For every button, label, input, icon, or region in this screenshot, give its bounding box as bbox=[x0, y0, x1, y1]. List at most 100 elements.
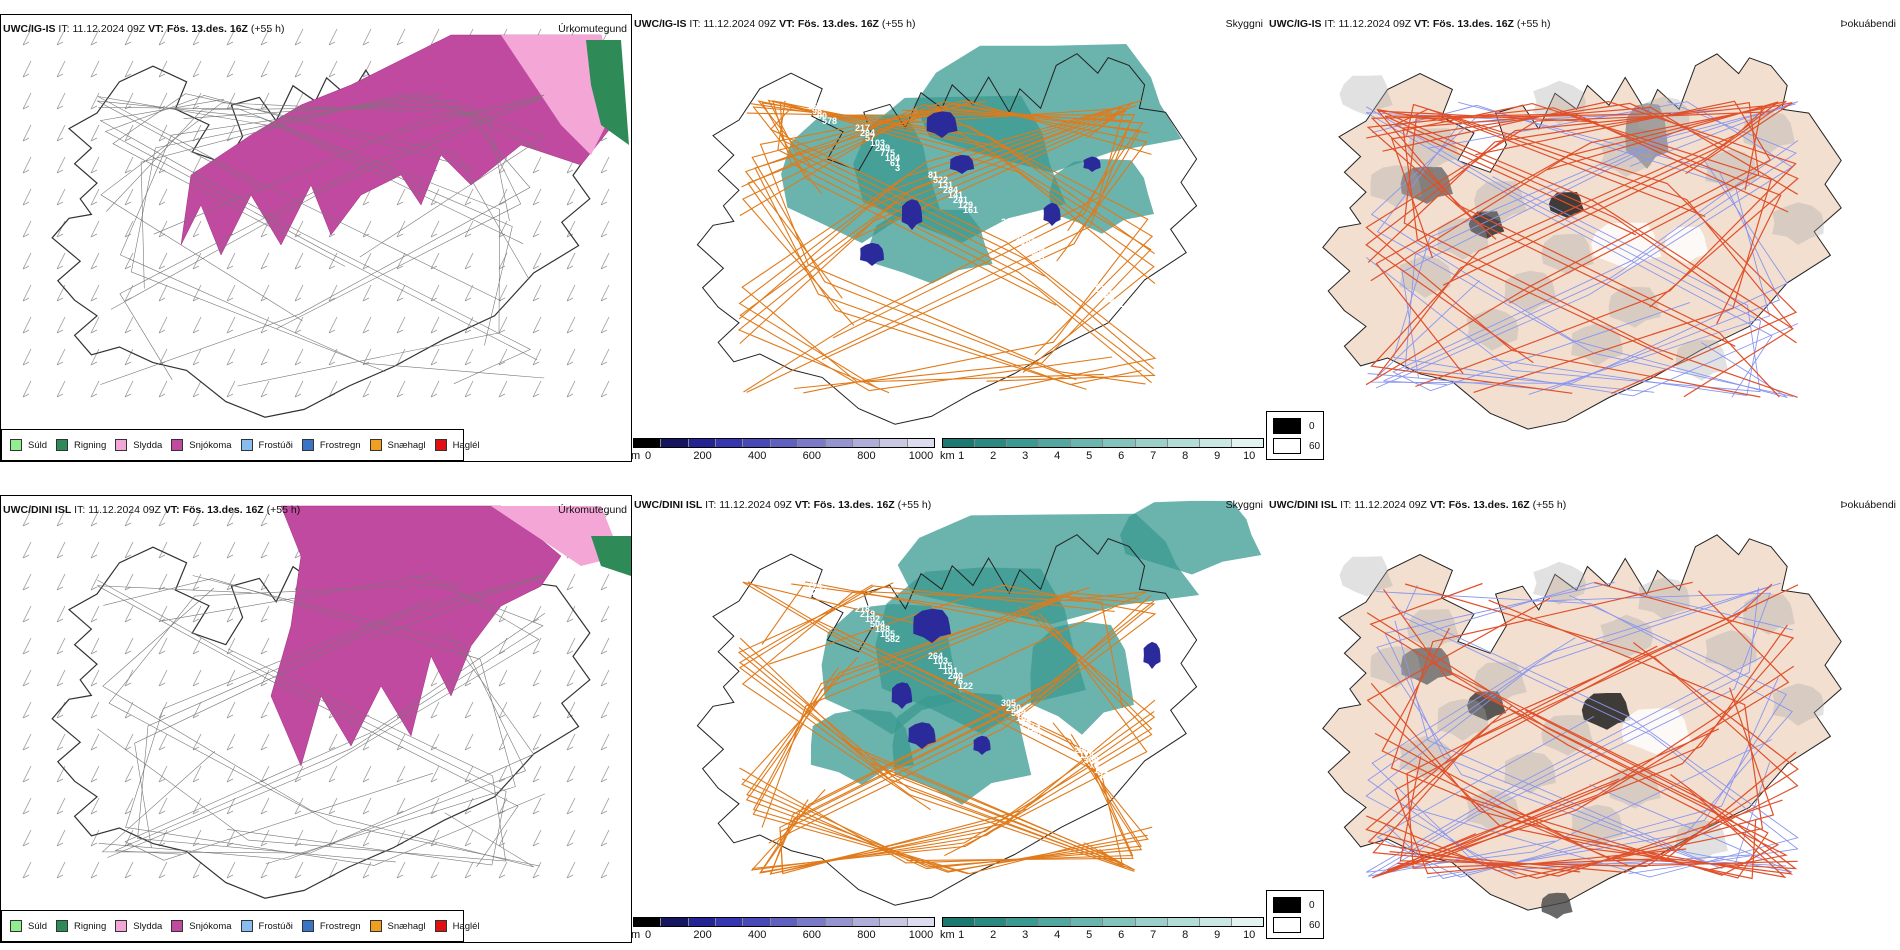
cloud-base-label: 152 bbox=[1016, 713, 1031, 723]
cloud-base-label: 95 bbox=[1104, 294, 1114, 304]
colorbar-tick: 2 bbox=[990, 450, 997, 462]
cloud-base-labels: 3052178126914433428452229269113571311461… bbox=[782, 76, 1124, 309]
colorbar-tick: 5 bbox=[1086, 929, 1093, 941]
colorbar-tick: 1000 bbox=[908, 450, 934, 462]
cloud-base-label: 3 bbox=[895, 163, 900, 173]
colorbar-step bbox=[1007, 439, 1040, 447]
colorbar-tick: 6 bbox=[1118, 450, 1125, 462]
colorbar-step bbox=[825, 918, 853, 926]
panel-title: UWC/IG-IS IT: 11.12.2024 09Z VT: Fös. 13… bbox=[634, 18, 916, 30]
panel-type-label: Úrkomutegund bbox=[558, 504, 627, 516]
cloud-base-label: 549 bbox=[1011, 708, 1026, 718]
cloud-base-areas bbox=[860, 111, 1101, 266]
cloud-base-label: 57 bbox=[865, 133, 875, 143]
colorbar-tick: 600 bbox=[802, 929, 821, 941]
colorbar-tick: 8 bbox=[1182, 929, 1189, 941]
cloud-base-label: 504 bbox=[870, 619, 885, 629]
colorbar-step bbox=[716, 918, 744, 926]
legend-swatch bbox=[434, 920, 447, 932]
cloud-base-label: 101 bbox=[943, 666, 958, 676]
precip-map bbox=[22, 28, 629, 418]
cloud-base-label: 215 bbox=[787, 562, 802, 572]
legend-item: Haglél bbox=[434, 439, 480, 451]
legend-swatch bbox=[10, 920, 22, 932]
legend-label: Frostúði bbox=[258, 920, 293, 932]
legend-item: Frostúði bbox=[240, 439, 293, 451]
cloudbase-colorbar-top: m 0 200 400 600 800 1000 bbox=[631, 438, 935, 464]
cloud-base-label: 123 bbox=[1099, 770, 1114, 780]
legend-swatch bbox=[240, 920, 253, 932]
cloud-base-label: 334 bbox=[787, 81, 802, 91]
iceland-outline bbox=[696, 534, 1198, 906]
cloud-base-label: 284 bbox=[860, 128, 875, 138]
cloud-base-label: 240 bbox=[948, 671, 963, 681]
panel-title: UWC/DINI ISL IT: 11.12.2024 09Z VT: Fös.… bbox=[3, 504, 301, 516]
colorbar-tick: 3 bbox=[1022, 929, 1029, 941]
colorbar-step bbox=[743, 918, 771, 926]
legend-swatch bbox=[115, 439, 128, 451]
colorbar-step bbox=[880, 439, 908, 447]
colorbar-step bbox=[1039, 439, 1072, 447]
visibility-areas bbox=[810, 500, 1262, 805]
colorbar-step bbox=[852, 918, 881, 926]
colorbar-step bbox=[1199, 439, 1232, 447]
colorbar-tick: 9 bbox=[1214, 450, 1221, 462]
legend-label: Súld bbox=[28, 439, 48, 451]
colorbar-tick: 1 bbox=[958, 450, 965, 462]
colorbar-tick: 400 bbox=[748, 450, 767, 462]
road-network bbox=[1365, 100, 1799, 398]
fog-map bbox=[1322, 53, 1842, 430]
colorbar-tick: 0 bbox=[644, 929, 652, 941]
cloud-base-label: 161 bbox=[963, 205, 978, 215]
cloud-base-label: 69 bbox=[1079, 269, 1089, 279]
legend-label: Frostregn bbox=[319, 439, 361, 451]
colorbar-tick: 200 bbox=[693, 929, 712, 941]
colorbar-step bbox=[1103, 439, 1136, 447]
colorbar-step bbox=[1007, 918, 1040, 926]
legend-label: Snjókoma bbox=[189, 920, 232, 932]
cloud-base-label: 290 bbox=[1074, 745, 1089, 755]
cloud-base-label: 192 bbox=[865, 614, 880, 624]
colorbar-step bbox=[688, 439, 717, 447]
cloud-base-label: 11 bbox=[1036, 252, 1046, 262]
colorbar-step bbox=[798, 439, 826, 447]
colorbar-tick: 6 bbox=[1118, 929, 1125, 941]
colorbar-step bbox=[943, 439, 976, 447]
precip-map bbox=[22, 505, 631, 899]
cloud-visibility-panel-bottom: UWC/DINI ISL IT: 11.12.2024 09Z VT: Fös.… bbox=[632, 495, 1267, 943]
panel-title: UWC/IG-IS IT: 11.12.2024 09Z VT: Fös. 13… bbox=[1269, 18, 1551, 30]
cloud-base-label: 76 bbox=[953, 676, 963, 686]
cloud-base-label: 185 bbox=[792, 567, 807, 577]
legend-label: Slydda bbox=[133, 920, 163, 932]
colorbar-tick: 3 bbox=[1022, 450, 1029, 462]
panel-type-label: Skyggni bbox=[1225, 499, 1263, 511]
cloud-base-label: 305 bbox=[782, 76, 797, 86]
cloud-base-label: 122 bbox=[958, 681, 973, 691]
colorbar-step bbox=[1135, 918, 1168, 926]
colorbar-step bbox=[798, 918, 826, 926]
legend-label: Haglél bbox=[452, 439, 480, 451]
colorbar-tick: 10 bbox=[1243, 929, 1256, 941]
colorbar-step bbox=[1231, 918, 1263, 926]
cloud-base-label: 81 bbox=[928, 170, 938, 180]
panel-type-label: Skyggni bbox=[1225, 18, 1263, 30]
colorbar-step bbox=[825, 439, 853, 447]
panel-type-label: Þokuábendi bbox=[1840, 499, 1896, 511]
cloud-map: 970 218 264 305 290 215 219 103 230 178 185 192 115 5… bbox=[696, 500, 1262, 906]
legend-item: Frostúði bbox=[240, 920, 293, 932]
legend-swatch bbox=[171, 920, 184, 932]
cloud-base-label: 775 bbox=[880, 148, 895, 158]
colorbar-step bbox=[975, 918, 1008, 926]
colorbar-step bbox=[688, 918, 717, 926]
colorbar-step bbox=[770, 918, 799, 926]
legend-item: Slydda bbox=[115, 920, 162, 932]
cloudbase-colorbar-bottom: m 0 200 400 600 800 1000 bbox=[631, 917, 935, 943]
cloud-base-label: 132 bbox=[1094, 765, 1109, 775]
legend-swatch bbox=[369, 920, 382, 932]
legend-swatch bbox=[10, 439, 22, 451]
colorbar-step bbox=[1039, 918, 1072, 926]
cloud-base-label: 522 bbox=[933, 175, 948, 185]
legend-label: Haglél bbox=[452, 920, 480, 932]
legend-label: Rigning bbox=[74, 920, 107, 932]
legend-item: Frostregn bbox=[301, 920, 361, 932]
